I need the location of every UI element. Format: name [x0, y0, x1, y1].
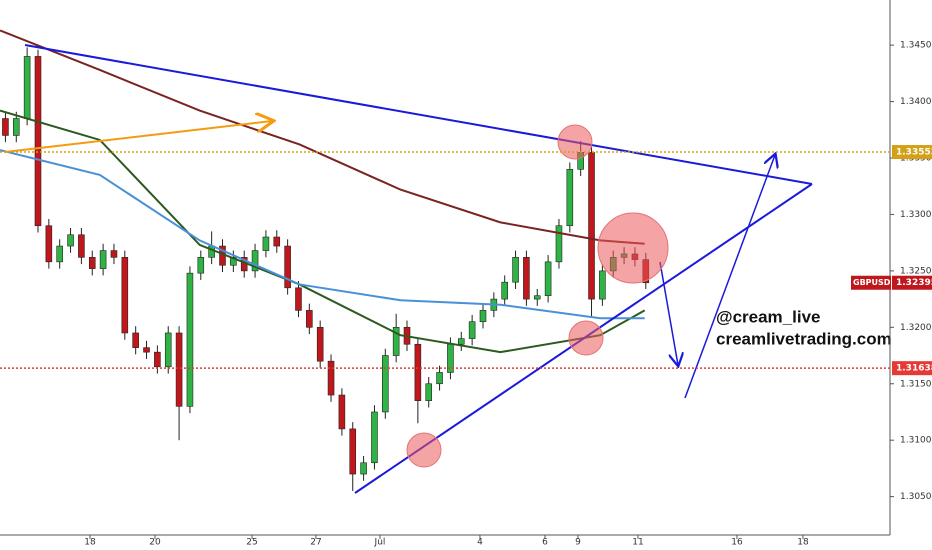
highlight-circle — [568, 320, 604, 356]
candle-body — [327, 360, 335, 396]
arrow — [4, 121, 272, 153]
candle-body — [186, 272, 194, 407]
candle-body — [501, 281, 508, 300]
x-tick-label: 27 — [310, 538, 321, 548]
y-tick-label: 1.31000 — [900, 436, 932, 446]
candle-body — [67, 234, 74, 247]
candle-body — [523, 257, 530, 300]
candle-body — [599, 270, 606, 300]
candle-body — [2, 118, 9, 136]
arrow — [684, 155, 775, 399]
arrow — [659, 261, 678, 365]
candle-body — [121, 257, 129, 334]
annotation: @cream_live — [716, 307, 820, 326]
candle-body — [371, 411, 378, 464]
candle-body — [132, 332, 139, 348]
candle-body — [436, 372, 443, 385]
trend-line — [24, 44, 813, 185]
level-label-box — [892, 361, 932, 376]
symbol-label: GBPUSD — [853, 278, 891, 287]
highlight-circle — [406, 432, 442, 468]
candle-body — [110, 250, 118, 258]
x-tick-label: 20 — [149, 538, 161, 548]
y-tick-label: 1.31500 — [900, 379, 932, 389]
x-tick-label: Jul — [374, 538, 386, 548]
candle-body — [273, 236, 281, 247]
candle-body — [34, 56, 42, 227]
candle-body — [512, 257, 519, 283]
candle-body — [99, 250, 107, 269]
x-tick-label: 4 — [477, 538, 483, 548]
y-tick-label: 1.33000 — [900, 210, 932, 220]
candle-body — [306, 310, 313, 328]
drawings: @cream_live creamlivetrading.com — [4, 44, 892, 494]
candle-body — [262, 236, 270, 251]
candle-body — [88, 257, 96, 269]
symbol-box — [851, 275, 891, 290]
candle-body — [316, 327, 324, 362]
level-label: 1.31638 — [896, 364, 932, 374]
x-tick-label: 18 — [84, 538, 96, 548]
candle-body — [45, 225, 53, 263]
x-tick-label: 9 — [575, 538, 581, 548]
candle-body — [566, 169, 574, 227]
candle-body — [143, 347, 150, 353]
candle-body — [555, 225, 563, 263]
candle-body — [414, 343, 422, 401]
candle-body — [56, 245, 63, 263]
candle-body — [164, 332, 172, 368]
moving-average — [0, 149, 645, 320]
level-label: 1.33553 — [896, 148, 932, 158]
y-tick-label: 1.32500 — [900, 266, 932, 276]
candle-body — [23, 56, 31, 119]
candle-body — [349, 428, 357, 475]
candle-body — [392, 327, 400, 356]
candle-body — [338, 394, 346, 430]
x-tick-label: 16 — [731, 538, 743, 548]
candle-body — [284, 245, 291, 289]
candle-body — [544, 261, 552, 297]
candle-body — [197, 257, 205, 274]
candle-body — [154, 351, 161, 368]
y-tick-label: 1.30500 — [900, 492, 932, 502]
level-label-box — [892, 145, 932, 160]
candle-body — [533, 295, 541, 300]
x-tick-label: 6 — [542, 538, 548, 548]
candle-body — [479, 310, 487, 322]
y-tick-label: 1.34500 — [900, 41, 932, 51]
x-tick-label: 18 — [797, 538, 809, 548]
candle-body — [425, 383, 433, 401]
x-tick-label: 25 — [246, 538, 257, 548]
candle-body — [457, 338, 465, 345]
candle-body — [382, 355, 389, 413]
highlight-circle — [557, 124, 593, 160]
candle-body — [175, 332, 183, 407]
candle-body — [295, 287, 302, 311]
plot-area — [0, 0, 890, 535]
highlight-circle — [597, 212, 669, 284]
last-price-box — [892, 275, 932, 290]
candle-body — [468, 321, 476, 339]
y-tick-label: 1.32000 — [900, 323, 932, 333]
candle-body — [78, 234, 85, 258]
moving-average — [0, 29, 645, 245]
annotation: creamlivetrading.com — [716, 329, 892, 348]
candle-body — [360, 462, 367, 475]
last-price-label: 1.32395 — [896, 278, 932, 288]
candle-body — [12, 118, 20, 136]
candle-body — [251, 250, 259, 272]
x-tick-label: 11 — [632, 538, 643, 548]
y-tick-label: 1.34000 — [900, 97, 932, 107]
candle-body — [588, 152, 595, 300]
